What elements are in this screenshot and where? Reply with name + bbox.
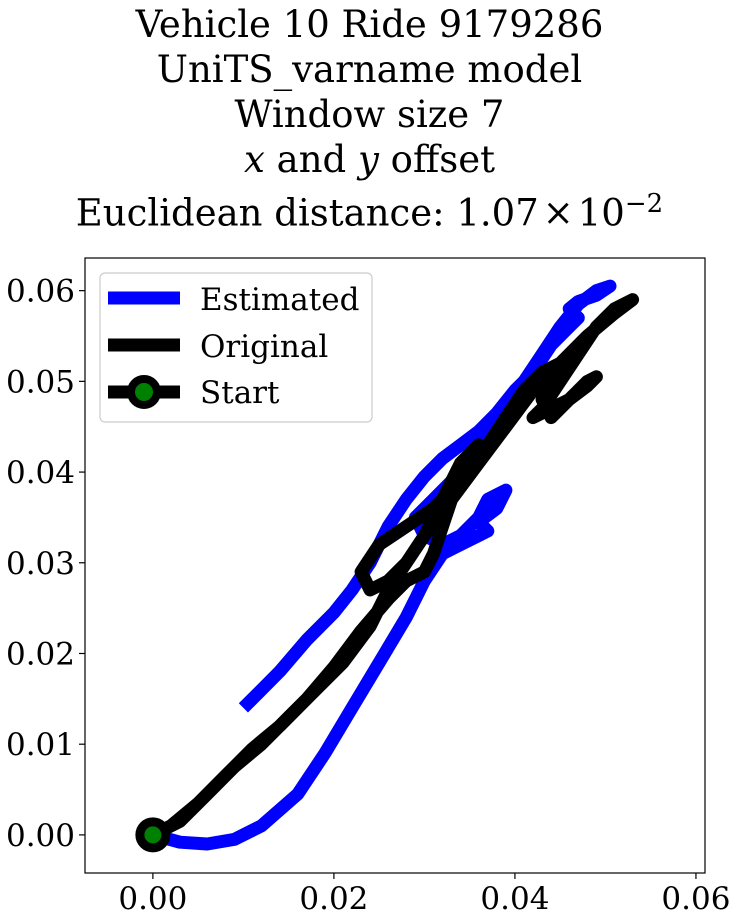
series-layer	[149, 279, 640, 851]
x-tick-label: 0.00	[118, 881, 187, 917]
title-line-offset: x and y offset	[0, 137, 739, 182]
x-axis-ticks: 0.00 0.02 0.04 0.06	[118, 873, 730, 917]
legend-label-start: Start	[200, 375, 280, 411]
y-tick-label: 0.04	[6, 455, 75, 491]
plot-frame	[84, 257, 706, 874]
title-line-window: Window size 7	[234, 93, 505, 136]
start-point-marker	[135, 817, 171, 853]
title-line-vehicle: Vehicle 10 Ride 9179286	[135, 3, 604, 46]
x-tick-label: 0.02	[299, 881, 368, 917]
title-metric-times: ×	[542, 191, 574, 235]
title-var-y: y	[358, 138, 379, 181]
y-axis-ticks: 0.00 0.01 0.02 0.03 0.04 0.05 0.06	[6, 274, 85, 854]
y-tick-label: 0.05	[6, 364, 75, 400]
x-tick-label: 0.04	[480, 881, 549, 917]
title-line-metric: Euclidean distance: 1.07 × 10−2	[0, 182, 739, 235]
legend-box	[99, 272, 373, 423]
legend-label-estimated: Estimated	[200, 282, 359, 318]
y-tick-label: 0.02	[6, 636, 75, 672]
x-tick-label: 0.06	[661, 881, 730, 917]
title-metric-exponent: −2	[624, 189, 664, 219]
start-layer	[135, 817, 171, 853]
title-var-x: x	[244, 138, 265, 181]
title-metric-prefix: Euclidean distance: 1.07	[75, 191, 539, 235]
title-metric-base: 10	[577, 191, 625, 235]
y-tick-label: 0.03	[6, 546, 75, 582]
series-line-original	[149, 293, 640, 841]
y-tick-label: 0.01	[6, 727, 75, 763]
legend-label-original: Original	[200, 329, 328, 365]
chart-title: Vehicle 10 Ride 9179286 UniTS_varname mo…	[0, 2, 739, 235]
y-tick-label: 0.00	[6, 818, 75, 854]
title-and-word: and	[264, 138, 358, 181]
legend-swatch-start-marker	[127, 375, 161, 409]
title-offset-suffix: offset	[378, 138, 495, 181]
title-line-model: UniTS_varname model	[156, 48, 583, 91]
y-tick-label: 0.06	[6, 274, 75, 310]
legend: Estimated Original Start	[99, 272, 373, 423]
